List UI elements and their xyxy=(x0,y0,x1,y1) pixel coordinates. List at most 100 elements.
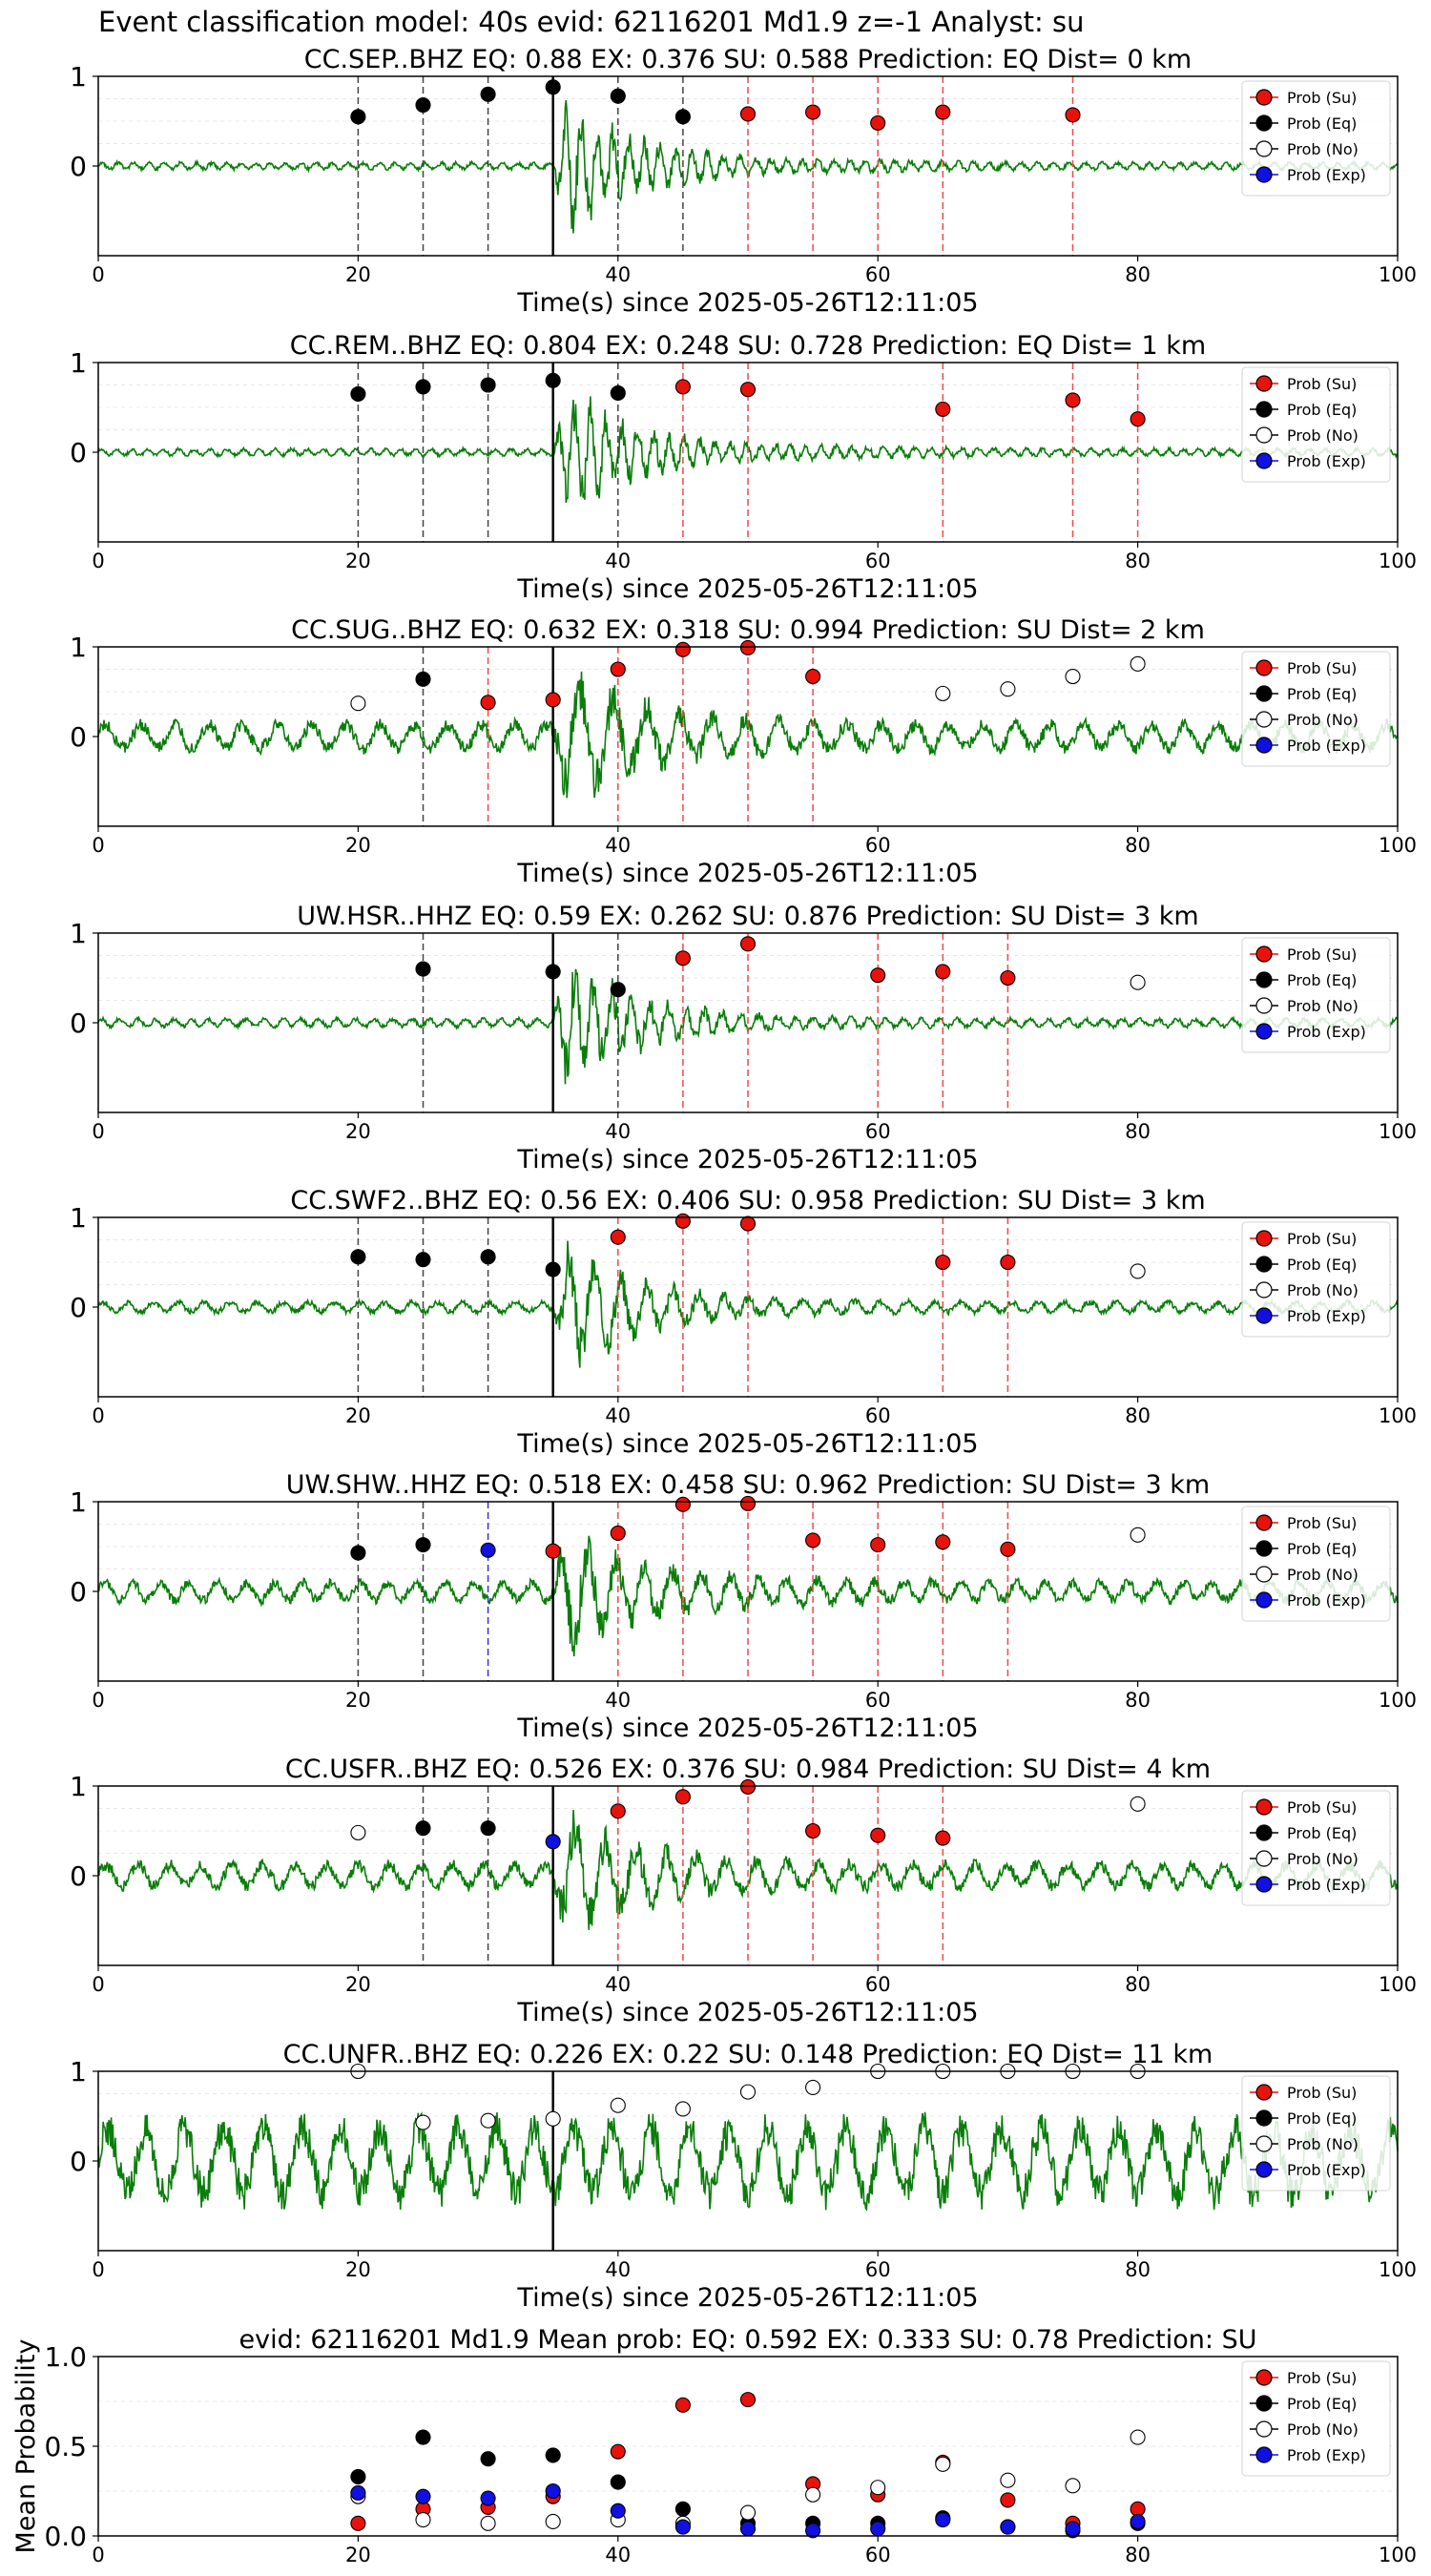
panel-title: CC.SWF2..BHZ EQ: 0.56 EX: 0.406 SU: 0.95… xyxy=(290,1186,1205,1215)
legend-label-no: Prob (No) xyxy=(1287,1566,1358,1584)
data-point-eq xyxy=(545,79,561,95)
data-point-exp xyxy=(480,1542,496,1558)
legend-marker-exp xyxy=(1255,1591,1273,1609)
panel-title: CC.SEP..BHZ EQ: 0.88 EX: 0.376 SU: 0.588… xyxy=(304,45,1192,74)
legend-label-no: Prob (No) xyxy=(1287,1281,1358,1299)
x-tick-label: 40 xyxy=(605,1973,631,1996)
mean-point-exp xyxy=(1000,2519,1016,2535)
data-point-no xyxy=(739,2084,757,2100)
x-tick-label: 0 xyxy=(92,2258,104,2281)
mean-point-exp xyxy=(545,2483,561,2500)
data-point-eq xyxy=(545,964,561,980)
data-point-eq xyxy=(545,1261,561,1278)
x-tick-label: 80 xyxy=(1125,834,1151,857)
data-point-eq xyxy=(480,1249,496,1265)
legend-marker-su xyxy=(1255,2084,1273,2101)
y-tick-label: 0 xyxy=(70,151,87,182)
data-point-su xyxy=(610,1803,626,1819)
panel-title: UW.HSR..HHZ EQ: 0.59 EX: 0.262 SU: 0.876… xyxy=(297,902,1198,931)
data-point-su xyxy=(935,964,951,980)
y-tick-label: 0.0 xyxy=(44,2521,87,2552)
data-point-eq xyxy=(415,1537,431,1553)
legend-box xyxy=(1241,366,1391,483)
legend-label-su: Prob (Su) xyxy=(1287,2084,1357,2102)
x-tick-label: 80 xyxy=(1125,1689,1151,1712)
station-panel-3: CC.SUG..BHZ EQ: 0.632 EX: 0.318 SU: 0.99… xyxy=(70,615,1417,888)
x-tick-label: 100 xyxy=(1379,1404,1417,1427)
mean-point-no xyxy=(1065,2478,1081,2494)
mean-point-exp xyxy=(1130,2513,1146,2530)
legend-label-su: Prob (Su) xyxy=(1287,2369,1357,2387)
data-point-su xyxy=(739,382,757,398)
data-point-su xyxy=(935,104,951,120)
y-tick-label: 0 xyxy=(70,721,87,753)
legend-marker-exp xyxy=(1255,737,1273,754)
legend-marker-su xyxy=(1255,89,1273,106)
data-point-su xyxy=(674,1496,691,1512)
data-point-eq xyxy=(415,671,431,687)
legend-box xyxy=(1241,651,1391,767)
mean-point-no xyxy=(1000,2472,1016,2488)
legend-label-exp: Prob (Exp) xyxy=(1287,1307,1366,1325)
data-point-su xyxy=(870,1537,886,1553)
legend-marker-no xyxy=(1255,2135,1273,2152)
data-point-exp xyxy=(545,1834,561,1850)
y-tick-label: 0 xyxy=(70,1292,87,1323)
mean-point-su xyxy=(674,2397,691,2413)
x-tick-label: 20 xyxy=(345,263,371,286)
x-tick-label: 0 xyxy=(92,1689,104,1712)
x-tick-label: 100 xyxy=(1379,1973,1417,1996)
x-tick-label: 60 xyxy=(865,2544,891,2566)
station-panel-5: CC.SWF2..BHZ EQ: 0.56 EX: 0.406 SU: 0.95… xyxy=(70,1186,1417,1459)
x-tick-label: 40 xyxy=(605,1120,631,1143)
data-point-no xyxy=(350,1824,366,1840)
legend-label-su: Prob (Su) xyxy=(1287,659,1357,677)
legend-marker-eq xyxy=(1255,685,1273,702)
data-point-eq xyxy=(480,1820,496,1837)
legend-label-no: Prob (No) xyxy=(1287,426,1358,445)
legend-marker-eq xyxy=(1255,971,1273,988)
legend-marker-su xyxy=(1255,659,1273,676)
mean-point-su xyxy=(610,2443,626,2460)
data-point-su xyxy=(480,695,496,711)
mean-point-no xyxy=(870,2480,886,2496)
data-point-eq xyxy=(415,1252,431,1268)
legend-label-eq: Prob (Eq) xyxy=(1287,1540,1357,1558)
legend-marker-eq xyxy=(1255,1256,1273,1273)
data-point-su xyxy=(805,104,821,120)
legend-marker-exp xyxy=(1255,2161,1273,2178)
data-point-su xyxy=(674,641,691,657)
x-tick-label: 100 xyxy=(1379,263,1417,286)
data-point-eq xyxy=(674,109,691,125)
data-point-eq xyxy=(415,1820,431,1837)
legend-label-exp: Prob (Exp) xyxy=(1287,1023,1366,1041)
x-tick-label: 60 xyxy=(865,2258,891,2281)
x-tick-label: 80 xyxy=(1125,2544,1151,2566)
x-tick-label: 100 xyxy=(1379,550,1417,572)
legend-label-eq: Prob (Eq) xyxy=(1287,685,1357,703)
legend-marker-su xyxy=(1255,375,1273,392)
station-panel-6: UW.SHW..HHZ EQ: 0.518 EX: 0.458 SU: 0.96… xyxy=(70,1470,1417,1743)
data-point-no xyxy=(350,696,366,712)
panel-title: CC.UNFR..BHZ EQ: 0.226 EX: 0.22 SU: 0.14… xyxy=(283,2040,1213,2069)
x-tick-label: 40 xyxy=(605,1689,631,1712)
x-tick-label: 40 xyxy=(605,2544,631,2566)
y-tick-label: 1 xyxy=(70,2056,87,2088)
legend-label-su: Prob (Su) xyxy=(1287,1230,1357,1248)
data-point-su xyxy=(674,950,691,966)
x-tick-label: 80 xyxy=(1125,1973,1151,1996)
x-axis-label: Time(s) since 2025-05-26T12:11:05 xyxy=(516,1145,978,1174)
x-tick-label: 80 xyxy=(1125,2258,1151,2281)
legend-label-eq: Prob (Eq) xyxy=(1287,1824,1357,1842)
legend-marker-no xyxy=(1255,2420,1273,2438)
y-tick-label: 1 xyxy=(70,632,87,663)
legend-marker-eq xyxy=(1255,1540,1273,1557)
x-tick-label: 0 xyxy=(92,550,104,572)
mean-point-eq xyxy=(610,2474,626,2490)
data-point-su xyxy=(545,1543,561,1559)
x-tick-label: 40 xyxy=(605,1404,631,1427)
x-tick-label: 0 xyxy=(92,1120,104,1143)
y-tick-label: 0 xyxy=(70,1576,87,1608)
x-tick-label: 60 xyxy=(865,1120,891,1143)
data-point-su xyxy=(739,1495,757,1511)
